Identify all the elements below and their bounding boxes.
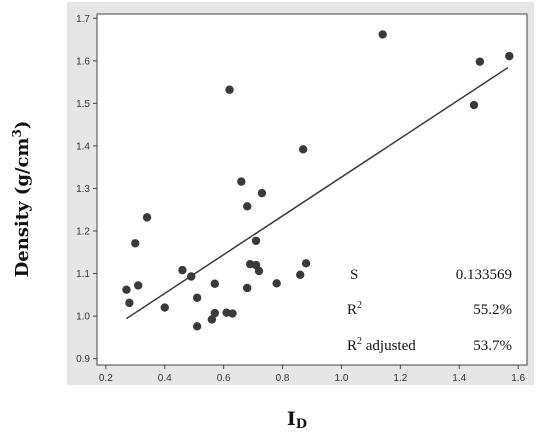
data-point — [469, 100, 479, 110]
data-point — [187, 272, 196, 281]
data-point — [298, 145, 308, 154]
x-tick-label: 0.2 — [99, 373, 113, 384]
x-tick-label: 1.0 — [334, 373, 348, 384]
y-tick-label: 1.5 — [76, 99, 90, 110]
stat-value-r2-adjusted: 53.7% — [473, 338, 512, 354]
y-tick-label: 0.9 — [76, 354, 90, 365]
stat-label-s: S — [350, 267, 358, 283]
stat-value-r2: 55.2% — [473, 302, 512, 318]
data-point — [125, 298, 134, 308]
data-point — [207, 315, 217, 324]
x-tick-label: 1.4 — [452, 373, 466, 384]
y-tick-label: 1.3 — [76, 184, 90, 195]
y-tick-label: 1.1 — [76, 269, 90, 280]
data-point — [192, 293, 202, 302]
data-point — [243, 283, 252, 293]
data-point — [254, 266, 264, 276]
data-point — [225, 85, 234, 94]
data-point — [475, 57, 485, 66]
y-axis-ticks: 0.9 1.0 1.1 1.2 1.3 1.4 1.5 1.6 1.7 — [76, 14, 97, 365]
data-point — [131, 239, 140, 248]
x-tick-label: 0.4 — [158, 373, 172, 384]
data-point — [142, 213, 152, 222]
x-tick-label: 1.2 — [393, 373, 407, 384]
stat-label-r2: R2 — [347, 300, 362, 318]
y-tick-label: 1.0 — [76, 312, 90, 323]
data-point — [272, 279, 281, 288]
y-tick-label: 1.6 — [76, 56, 90, 67]
data-point — [210, 308, 220, 318]
plot-area — [96, 13, 528, 366]
data-point — [160, 303, 169, 312]
x-axis-ticks: 0.2 0.4 0.6 0.8 1.0 1.2 1.4 1.6 — [99, 365, 526, 384]
data-point — [134, 281, 143, 290]
data-point — [296, 270, 305, 280]
data-point — [122, 285, 131, 294]
x-axis-title: ID — [287, 408, 307, 432]
y-tick-label: 1.2 — [76, 226, 90, 237]
data-point — [237, 177, 246, 186]
data-point — [178, 265, 187, 275]
data-point — [378, 30, 387, 39]
x-tick-label: 0.6 — [217, 373, 231, 384]
data-point — [228, 309, 237, 318]
data-point — [301, 259, 311, 268]
stats-box: S 0.133569 R2 55.2% R2 adjusted 53.7% — [347, 267, 512, 354]
data-point — [257, 188, 267, 198]
stat-label-r2-adjusted: R2 adjusted — [347, 336, 416, 354]
stat-value-s: 0.133569 — [456, 267, 512, 283]
data-point — [243, 202, 252, 211]
data-point — [192, 322, 202, 331]
y-tick-label: 1.4 — [76, 141, 90, 152]
data-point — [505, 51, 514, 61]
y-tick-label: 1.7 — [76, 14, 90, 25]
y-axis-title: Density (g/cm3) — [10, 121, 33, 278]
data-points — [122, 30, 514, 331]
x-tick-label: 0.8 — [276, 373, 290, 384]
data-point — [210, 279, 220, 288]
x-tick-label: 1.6 — [511, 373, 525, 384]
data-point — [251, 236, 261, 245]
